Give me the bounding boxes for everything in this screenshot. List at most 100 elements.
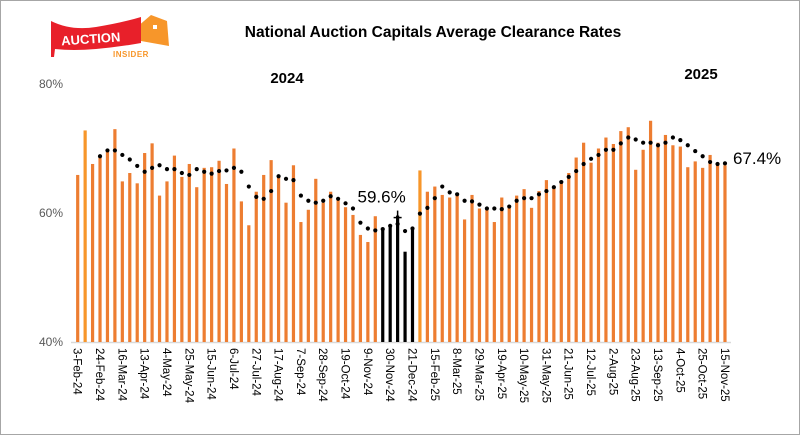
x-tick-label: 28-Sep-24 <box>316 348 328 402</box>
trend-dot <box>388 223 393 228</box>
bar <box>634 169 638 342</box>
trend-dot <box>395 221 400 227</box>
trend-dot <box>164 167 170 172</box>
x-tick-label: 12-Jul-25 <box>584 348 596 396</box>
trend-dot <box>313 200 318 205</box>
bar <box>648 120 653 342</box>
x-tick-label: 21-Dec-24 <box>406 348 418 402</box>
trend-dot <box>209 171 214 176</box>
trend-dot <box>708 159 713 165</box>
bar <box>537 191 541 342</box>
bar <box>522 189 526 342</box>
bar <box>433 186 437 342</box>
trend-dot <box>410 226 415 231</box>
bar <box>492 222 496 342</box>
bar <box>715 164 720 342</box>
bar <box>165 181 169 342</box>
x-tick-label: 27-Jul-24 <box>249 348 261 397</box>
trend-dot <box>321 198 326 203</box>
x-tick-label: 21-Jun-25 <box>562 348 574 400</box>
bar <box>269 160 273 342</box>
trend-dot <box>655 143 661 148</box>
x-tick-label: 7-Sep-24 <box>294 348 306 396</box>
bar <box>641 149 645 342</box>
trend-dot <box>112 148 117 153</box>
trend-dot <box>135 163 140 169</box>
trend-dot <box>484 206 489 211</box>
trend-dot <box>425 205 430 210</box>
bar <box>485 208 489 342</box>
trend-dot <box>142 169 147 174</box>
x-tick-label: 19-Oct-24 <box>339 348 351 400</box>
x-tick-label: 25-May-24 <box>182 348 194 404</box>
bar <box>202 167 206 342</box>
trend-dot <box>239 169 244 174</box>
trend-dot <box>685 143 690 148</box>
trend-dot <box>365 226 370 231</box>
bar <box>187 163 191 342</box>
bar <box>529 207 534 342</box>
trend-dot <box>611 147 616 152</box>
trend-dot <box>603 147 609 152</box>
trend-dot <box>97 154 103 159</box>
trend-dot <box>432 196 437 201</box>
trend-dot <box>150 165 155 170</box>
x-tick-label: 19-Apr-25 <box>495 348 507 399</box>
bar <box>299 222 303 342</box>
trend-dot <box>350 206 356 211</box>
bar <box>83 130 87 342</box>
bar <box>336 200 340 342</box>
svg-text:AUCTION: AUCTION <box>61 29 121 48</box>
trend-dot <box>276 174 281 179</box>
trend-dot <box>588 156 594 161</box>
trend-dot <box>536 192 542 197</box>
trend-dot <box>224 168 229 173</box>
bar <box>135 183 139 342</box>
x-tick-label: 9-Nov-24 <box>361 348 373 396</box>
trend-dot <box>693 148 698 154</box>
trend-dot <box>477 202 482 207</box>
bar <box>105 151 110 342</box>
bar <box>180 176 184 342</box>
callout-label-latest: 67.4% <box>733 149 781 168</box>
bar <box>410 229 415 342</box>
bar <box>589 162 593 342</box>
bar <box>544 180 549 342</box>
trend-dot <box>670 135 676 140</box>
x-tick-label: 30-Nov-24 <box>383 348 395 402</box>
bar <box>157 195 162 342</box>
trend-dot <box>507 204 512 209</box>
bar <box>686 167 690 342</box>
bar <box>343 207 348 342</box>
trend-dot <box>291 178 296 183</box>
trend-dot <box>440 184 445 189</box>
trend-dot <box>559 179 564 185</box>
trend-dot <box>283 176 289 181</box>
trend-dot <box>187 172 192 178</box>
y-tick-label: 40% <box>39 335 63 349</box>
trend-dot <box>373 228 378 233</box>
bar <box>470 194 474 342</box>
bar <box>515 195 519 342</box>
bar <box>358 234 363 342</box>
bar <box>507 207 511 342</box>
bar <box>329 191 333 342</box>
trend-dot <box>574 168 579 174</box>
trend-dot <box>700 154 705 159</box>
x-tick-label: 15-Nov-25 <box>718 348 730 402</box>
trend-dot <box>246 184 251 189</box>
bar <box>418 170 422 342</box>
bar <box>693 161 697 342</box>
trend-dot <box>328 194 333 199</box>
trend-dot <box>358 220 363 225</box>
x-tick-label: 3-Feb-24 <box>71 348 83 395</box>
x-tick-label: 24-Feb-24 <box>93 348 105 402</box>
bar <box>567 173 571 342</box>
bar <box>723 165 727 342</box>
trend-dot <box>402 228 408 234</box>
trend-dot <box>633 137 638 142</box>
x-tick-label: 17-Aug-24 <box>272 348 284 402</box>
bar <box>217 160 221 342</box>
trend-dot <box>678 138 683 143</box>
bar <box>247 225 251 342</box>
